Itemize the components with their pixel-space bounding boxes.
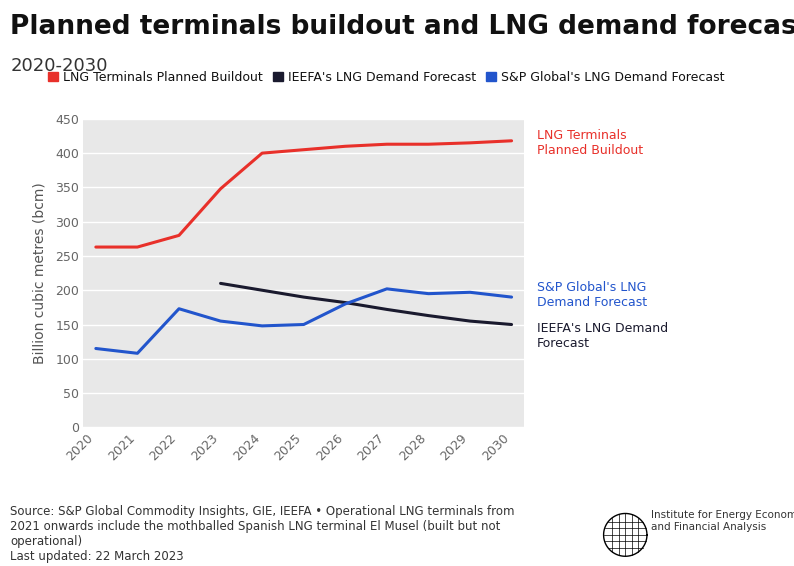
Text: 2020-2030: 2020-2030: [10, 57, 108, 75]
Text: Source: S&P Global Commodity Insights, GIE, IEEFA • Operational LNG terminals fr: Source: S&P Global Commodity Insights, G…: [10, 505, 515, 563]
Text: Planned terminals buildout and LNG demand forecast: Planned terminals buildout and LNG deman…: [10, 14, 794, 40]
Legend: LNG Terminals Planned Buildout, IEEFA's LNG Demand Forecast, S&P Global's LNG De: LNG Terminals Planned Buildout, IEEFA's …: [48, 71, 724, 84]
Text: LNG Terminals
Planned Buildout: LNG Terminals Planned Buildout: [537, 129, 642, 157]
Y-axis label: Billion cubic metres (bcm): Billion cubic metres (bcm): [33, 182, 47, 364]
Text: S&P Global's LNG
Demand Forecast: S&P Global's LNG Demand Forecast: [537, 281, 646, 309]
Text: IEEFA's LNG Demand
Forecast: IEEFA's LNG Demand Forecast: [537, 323, 668, 350]
Text: Institute for Energy Economics
and Financial Analysis: Institute for Energy Economics and Finan…: [651, 511, 794, 532]
